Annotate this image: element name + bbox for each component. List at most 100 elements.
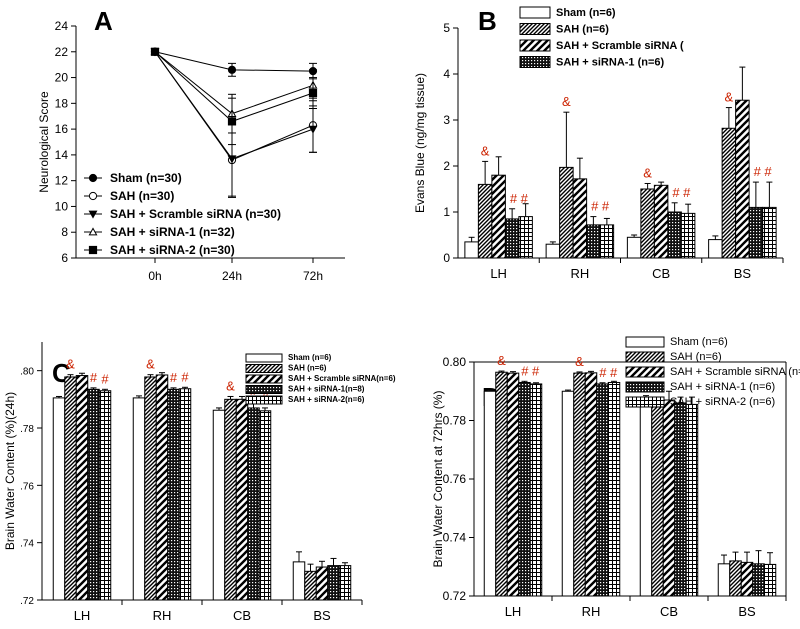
legend-label: SAH + siRNA-2 (n=30) — [110, 243, 235, 257]
y-tick-label: .80 — [20, 367, 34, 378]
significance-mark: & — [575, 354, 584, 369]
y-tick-label: 6 — [61, 251, 68, 265]
legend-label: SAH + Scramble siRNA ( — [556, 40, 684, 52]
bar — [717, 563, 731, 597]
legend: Sham (n=30) SAH (n=30) SAH + Scramble siRN… — [84, 171, 281, 257]
bar — [155, 374, 169, 601]
bar — [132, 397, 146, 601]
bar — [545, 243, 561, 259]
significance-mark: # # — [599, 365, 618, 380]
bar — [651, 402, 664, 597]
significance-mark: # # — [510, 191, 529, 206]
legend-label: SAH + siRNA-1 (n=6) — [670, 381, 775, 393]
significance-mark: # — [170, 370, 178, 385]
bar — [529, 383, 543, 597]
bar — [167, 388, 180, 601]
legend-label: Sham (n=6) — [670, 336, 728, 348]
bar — [212, 409, 226, 601]
legend-marker — [88, 227, 98, 236]
significance-mark: & — [66, 357, 75, 372]
significance-mark: # # — [591, 199, 610, 214]
bar — [224, 398, 237, 601]
x-tick-label: RH — [570, 266, 589, 281]
bar — [87, 388, 100, 601]
y-axis-label: Neurological Score — [37, 91, 51, 193]
legend-label: Sham (n=6) — [288, 353, 332, 362]
series-1 — [150, 47, 318, 80]
panel-b-evans-blue: 0 1 2 3 4 5 Evans Blue (ng/mg tissue) B LH RH CB BS… — [413, 6, 784, 281]
series-4 — [504, 181, 764, 259]
x-tick-label: RH — [153, 608, 172, 623]
x-tick-label: CB — [660, 604, 678, 619]
bar — [729, 560, 742, 597]
legend-label: SAH + Scramble siRNA (n=6) — [670, 366, 800, 378]
legend-swatch — [625, 351, 665, 363]
bar — [315, 566, 329, 601]
bar — [491, 174, 506, 259]
legend-swatch — [519, 23, 551, 35]
series-5 — [150, 47, 318, 146]
bar — [144, 376, 157, 601]
bar — [292, 561, 306, 601]
y-axis-label: Brain Water Content (%)(24h) — [3, 392, 17, 550]
series-3 — [75, 372, 329, 601]
y-tick-label: 0 — [443, 251, 450, 265]
significance-mark: & — [146, 357, 155, 372]
panel-letter: B — [478, 6, 497, 36]
bar — [64, 376, 77, 601]
series-5 — [529, 380, 777, 597]
significance-mark: # # — [754, 164, 773, 179]
legend-swatch — [625, 366, 665, 378]
legend-label: SAH + siRNA-2 (n=6) — [670, 396, 775, 408]
legend-label: SAH + Scramble siRNA(n=6) — [288, 374, 396, 383]
legend: Sham (n=6) SAH (n=6) SAH + Scramble siRNA … — [625, 336, 800, 408]
bar — [662, 399, 676, 597]
y-tick-label: 1 — [443, 205, 450, 219]
legend-swatch — [245, 364, 283, 373]
bar — [247, 407, 260, 601]
legend-swatch — [625, 396, 665, 408]
significance-mark: & — [643, 165, 652, 180]
bar — [573, 372, 586, 597]
y-tick-label: 10 — [55, 199, 69, 213]
legend-swatch — [245, 374, 283, 384]
significance-mark: # # — [521, 363, 540, 378]
legend-label: SAH + siRNA-2(n=6) — [288, 395, 365, 404]
y-tick-label: 5 — [443, 21, 450, 35]
bar — [559, 166, 574, 259]
y-tick-label: 18 — [55, 96, 69, 110]
x-tick-label: LH — [74, 608, 91, 623]
bar — [98, 390, 112, 601]
bar — [572, 178, 588, 259]
significance-mark: & — [562, 94, 571, 109]
legend-label: SAH + Scramble siRNA (n=30) — [110, 207, 281, 221]
y-tick-label: .72 — [20, 596, 34, 607]
series-5 — [98, 386, 352, 601]
legend-label: SAH + siRNA-1(n=8) — [288, 385, 365, 394]
bar — [752, 563, 765, 597]
bar — [586, 224, 601, 259]
bar — [735, 99, 750, 259]
x-tick-label: BS — [313, 608, 331, 623]
y-tick-label: 3 — [443, 113, 450, 127]
bar — [674, 402, 687, 597]
significance-mark: # — [90, 370, 98, 385]
series-line — [154, 51, 314, 122]
y-tick-label: 22 — [55, 45, 69, 59]
y-tick-label: .76 — [20, 481, 34, 492]
legend-marker — [88, 245, 98, 255]
bar — [235, 398, 249, 601]
legend-swatch — [245, 353, 283, 363]
y-tick-label: 14 — [55, 148, 69, 162]
x-tick-label: LH — [490, 266, 507, 281]
legend-swatch — [519, 56, 551, 68]
bar — [721, 127, 737, 259]
y-axis-label: Evans Blue (ng/mg tissue) — [413, 73, 427, 213]
y-tick-label: 4 — [443, 67, 450, 81]
legend: Sham (n=6) SAH (n=6) SAH + Scramble siRNA … — [519, 6, 684, 69]
significance-mark: & — [481, 143, 490, 158]
legend-marker — [88, 173, 98, 183]
legend-marker — [88, 191, 98, 201]
series-line — [154, 51, 314, 115]
data-point — [227, 117, 237, 126]
